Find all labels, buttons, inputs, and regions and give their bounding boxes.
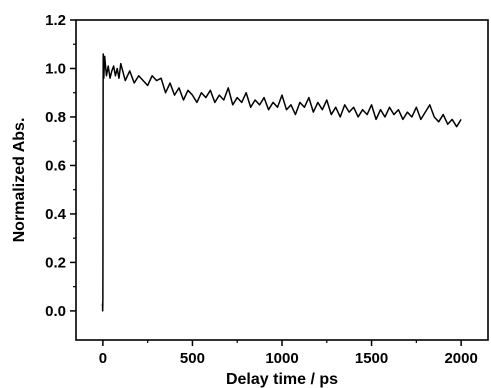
x-axis-title: Delay time / ps (226, 371, 338, 388)
y-tick-label: 0.8 (45, 109, 66, 126)
y-axis-title: Normalized Abs. (11, 118, 28, 243)
x-tick-label: 2000 (444, 350, 477, 367)
y-tick-label: 1.0 (45, 60, 66, 77)
y-tick-label: 1.2 (45, 12, 66, 29)
plot-frame (75, 19, 489, 341)
y-tick-label: 0.0 (45, 303, 66, 320)
x-axis-tick-labels: 0 500 1000 1500 2000 (99, 350, 478, 367)
x-tick-label: 1500 (355, 350, 388, 367)
y-tick-label: 0.6 (45, 157, 66, 174)
x-tick-label: 500 (180, 350, 205, 367)
y-tick-label: 0.4 (45, 206, 67, 223)
x-tick-label: 0 (99, 350, 107, 367)
y-axis-tick-labels: 0.0 0.2 0.4 0.6 0.8 1.0 1.2 (45, 12, 67, 320)
x-axis-ticks (102, 340, 462, 346)
x-tick-label: 1000 (265, 350, 298, 367)
y-tick-label: 0.2 (45, 254, 66, 271)
y-axis-ticks (70, 19, 76, 312)
data-series-line (101, 53, 462, 312)
